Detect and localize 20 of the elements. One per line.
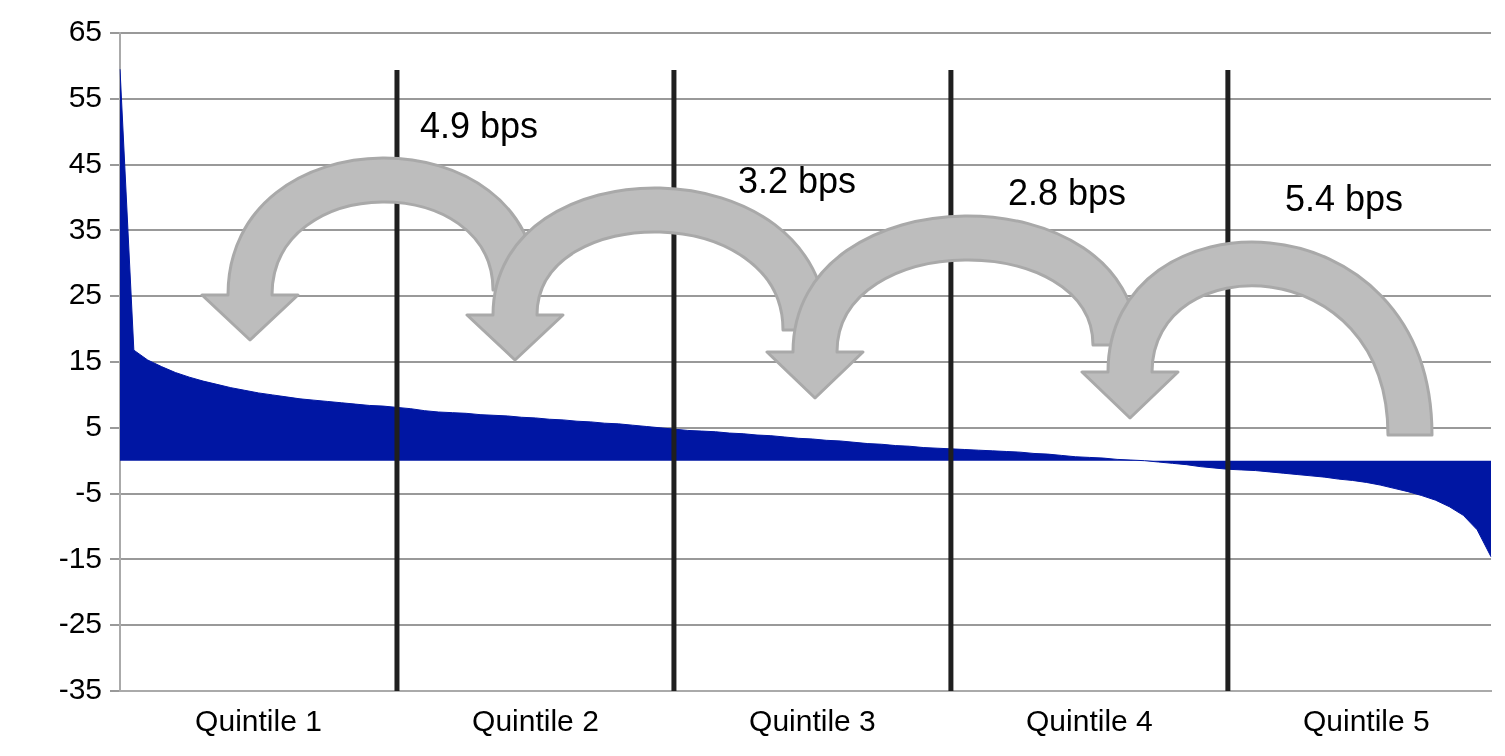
- y-tick-label: -15: [58, 540, 102, 574]
- y-tick-label: 5: [85, 409, 102, 443]
- x-tick-label: Quintile 4: [1026, 704, 1153, 738]
- y-tick-label: 25: [68, 277, 102, 311]
- annotation: 5.4 bps: [1285, 178, 1404, 220]
- x-tick-label: Quintile 5: [1302, 704, 1430, 738]
- x-tick-label: Quintile 1: [195, 704, 322, 738]
- x-tick-label: Quintile 3: [749, 704, 876, 738]
- y-tick-label: -35: [58, 672, 102, 706]
- x-tick-label: Quintile 2: [472, 704, 599, 738]
- y-tick-label: 65: [68, 14, 102, 48]
- y-tick-label: -5: [75, 474, 102, 508]
- annotation: 3.2 bps: [738, 160, 857, 202]
- y-tick-label: -25: [58, 606, 102, 640]
- annotation: 2.8 bps: [1008, 172, 1127, 214]
- y-tick-label: 55: [68, 80, 102, 114]
- y-tick-label: 35: [68, 211, 102, 245]
- y-tick-label: 15: [68, 343, 102, 377]
- annotation: 4.9 bps: [420, 105, 539, 147]
- y-tick-label: 45: [68, 145, 102, 179]
